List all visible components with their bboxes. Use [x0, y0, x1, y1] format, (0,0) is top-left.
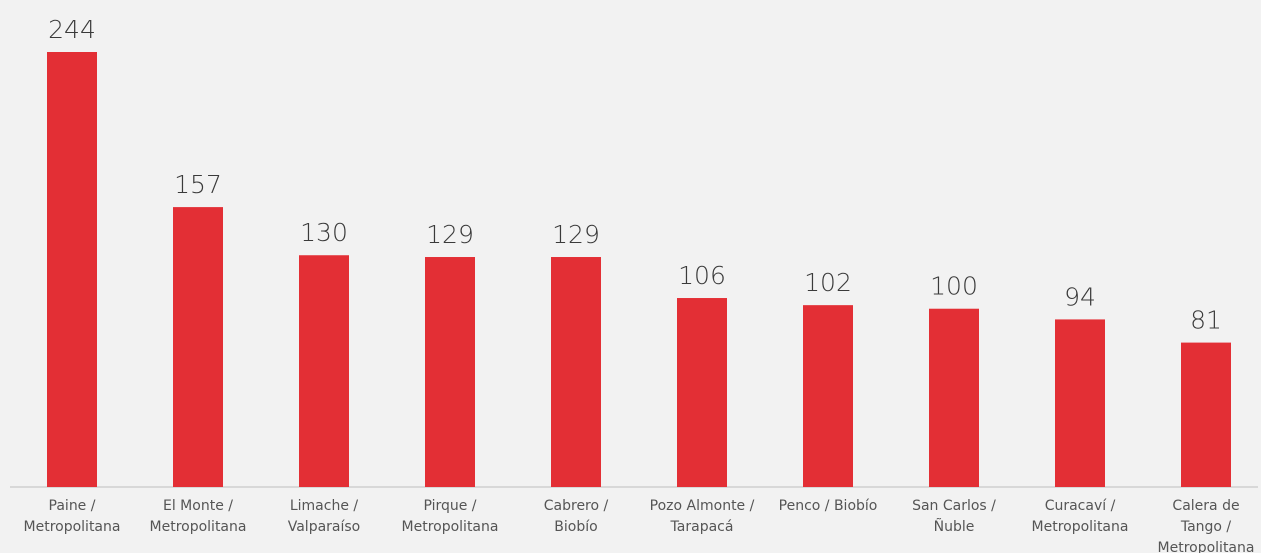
bar-9	[1181, 342, 1231, 487]
value-label-9: 81	[1190, 306, 1222, 335]
bars-group	[47, 52, 1231, 487]
category-label-1: El Monte / Metropolitana	[150, 498, 247, 535]
category-label-line: Metropolitana	[402, 519, 499, 535]
category-label-line: Penco / Biobío	[779, 498, 878, 514]
value-label-0: 244	[48, 15, 96, 44]
category-label-7: San Carlos / Ñuble	[912, 498, 996, 535]
category-label-9: Calera de Tango / Metropolitana	[1158, 498, 1255, 553]
category-label-line: Metropolitana	[1032, 519, 1129, 535]
value-label-6: 102	[804, 268, 852, 297]
category-label-3: Pirque / Metropolitana	[402, 498, 499, 535]
category-label-6: Penco / Biobío	[779, 498, 878, 514]
value-labels-group: 244 157 130 129 129 106 102 100 94 81	[48, 15, 1222, 335]
value-label-8: 94	[1064, 282, 1096, 311]
category-label-5: Pozo Almonte / Tarapacá	[650, 498, 755, 535]
value-label-1: 157	[174, 170, 222, 199]
category-label-line: Paine /	[49, 498, 96, 514]
bar-7	[929, 308, 979, 487]
bar-8	[1055, 319, 1105, 487]
category-label-4: Cabrero / Biobío	[544, 498, 609, 535]
value-label-3: 129	[426, 220, 474, 249]
bar-2	[299, 255, 349, 487]
category-label-0: Paine / Metropolitana	[24, 498, 121, 535]
category-label-line: Ñuble	[934, 518, 975, 535]
bar-1	[173, 207, 223, 487]
category-label-line: Tango /	[1180, 519, 1232, 535]
value-label-7: 100	[930, 272, 978, 301]
category-label-8: Curacaví / Metropolitana	[1032, 498, 1129, 535]
value-label-4: 129	[552, 220, 600, 249]
value-label-5: 106	[678, 261, 726, 290]
category-label-2: Limache / Valparaíso	[288, 498, 361, 535]
category-label-line: Limache /	[290, 498, 359, 514]
bar-0	[47, 52, 97, 487]
category-label-line: Tarapacá	[670, 519, 734, 535]
bar-4	[551, 257, 601, 487]
category-label-line: Pirque /	[423, 498, 476, 514]
bar-3	[425, 257, 475, 487]
bar-5	[677, 298, 727, 487]
category-label-line: Metropolitana	[150, 519, 247, 535]
category-label-line: Curacaví /	[1045, 498, 1116, 514]
category-label-line: Metropolitana	[1158, 540, 1255, 553]
category-label-line: El Monte /	[163, 498, 233, 514]
value-label-2: 130	[300, 218, 348, 247]
category-label-line: Valparaíso	[288, 519, 361, 535]
category-label-line: Calera de	[1172, 498, 1239, 514]
category-label-line: Metropolitana	[24, 519, 121, 535]
category-labels-group: Paine / Metropolitana El Monte / Metropolit…	[24, 498, 1255, 553]
category-label-line: Biobío	[554, 519, 597, 535]
category-label-line: Pozo Almonte /	[650, 498, 755, 514]
bar-6	[803, 305, 853, 487]
category-label-line: San Carlos /	[912, 498, 996, 514]
category-label-line: Cabrero /	[544, 498, 609, 514]
